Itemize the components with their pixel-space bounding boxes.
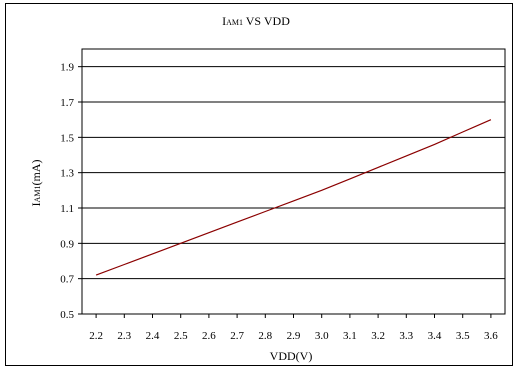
y-tick-label: 1.5 xyxy=(60,132,74,144)
y-tick-label: 1.9 xyxy=(60,62,74,74)
x-tick-label: 3.4 xyxy=(428,330,442,342)
grid xyxy=(82,66,505,315)
y-axis-title-sub: AM1 xyxy=(33,186,42,203)
x-tick-label: 3.6 xyxy=(484,330,498,342)
x-tick-label: 3.1 xyxy=(343,330,357,342)
x-tick-label: 2.9 xyxy=(287,330,301,342)
x-tick-label: 2.6 xyxy=(202,330,216,342)
x-tick-label: 2.8 xyxy=(258,330,272,342)
x-tick-label: 3.2 xyxy=(371,330,385,342)
y-tick-label: 1.1 xyxy=(60,203,74,215)
y-tick-label: 1.7 xyxy=(60,97,74,109)
chart-title-rest: VS VDD xyxy=(243,14,290,28)
x-tick-label: 2.4 xyxy=(146,330,160,342)
y-tick-label: 1.3 xyxy=(60,168,74,180)
series-layer xyxy=(95,119,492,276)
x-tick-label: 3.0 xyxy=(315,330,329,342)
chart-title-sub: AM1 xyxy=(226,18,243,27)
series-line xyxy=(95,119,492,276)
x-tick-label: 2.5 xyxy=(174,330,188,342)
plot-area xyxy=(81,48,506,315)
x-axis: 2.2 2.3 2.4 2.5 2.6 2.7 2.8 2.9 3.0 3.1 3.2 3.3 3.4 3… xyxy=(89,314,498,342)
y-axis-title-main: I xyxy=(29,202,43,206)
chart-title: IAM1 VS VDD xyxy=(222,14,290,28)
y-tick-label: 0.7 xyxy=(60,274,74,286)
x-tick-label: 2.2 xyxy=(89,330,103,342)
x-tick-label: 2.7 xyxy=(230,330,244,342)
y-axis-title: IAM1(mA) xyxy=(29,160,43,207)
chart-frame xyxy=(5,3,513,366)
x-tick-label: 2.3 xyxy=(117,330,131,342)
y-tick-label: 0.5 xyxy=(60,309,74,321)
y-axis: 0.5 0.7 0.9 1.1 1.3 1.5 1.7 1.9 xyxy=(60,62,82,321)
x-axis-title: VDD(V) xyxy=(270,349,313,363)
chart-title-main: I xyxy=(222,14,226,28)
y-axis-title-rest: (mA) xyxy=(29,160,43,186)
y-tick-label: 0.9 xyxy=(60,238,74,250)
x-tick-label: 3.5 xyxy=(456,330,470,342)
x-tick-label: 3.3 xyxy=(399,330,413,342)
